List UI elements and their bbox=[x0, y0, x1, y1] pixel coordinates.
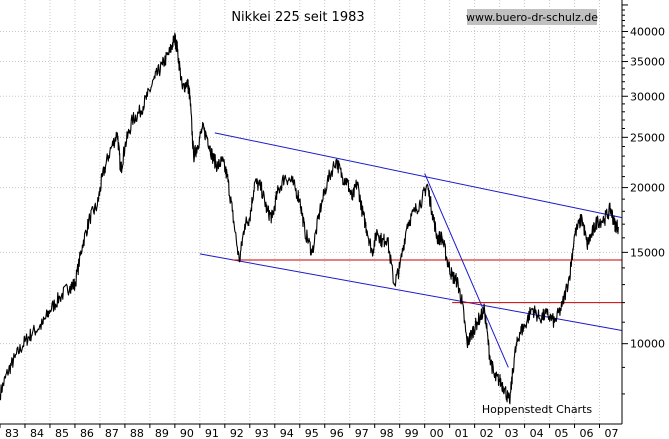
trend-line-channel-lower bbox=[199, 253, 623, 332]
y-tick-label-20000: 20000 bbox=[630, 182, 665, 195]
x-tick-label-86: 86 bbox=[80, 427, 94, 439]
x-tick-label-92: 92 bbox=[230, 427, 244, 439]
y-tick-label-25000: 25000 bbox=[630, 131, 665, 144]
x-tick-label-83: 83 bbox=[5, 427, 19, 439]
x-tick-label-96: 96 bbox=[330, 427, 344, 439]
x-tick-label-03: 03 bbox=[505, 427, 519, 439]
x-tick-label-90: 90 bbox=[180, 427, 194, 439]
x-tick-label-88: 88 bbox=[130, 427, 144, 439]
x-tick-label-07: 07 bbox=[605, 427, 619, 439]
price-layer bbox=[0, 32, 619, 405]
x-tick-label-04: 04 bbox=[530, 427, 544, 439]
y-tick-label-10000: 10000 bbox=[630, 338, 665, 351]
x-tick-label-06: 06 bbox=[580, 427, 594, 439]
x-tick-label-85: 85 bbox=[55, 427, 69, 439]
trend-line-decline-2000-2003 bbox=[424, 173, 509, 368]
x-tick-label-97: 97 bbox=[355, 427, 369, 439]
y-tick-label-40000: 40000 bbox=[630, 25, 665, 38]
x-tick-label-93: 93 bbox=[255, 427, 269, 439]
x-tick-label-02: 02 bbox=[480, 427, 494, 439]
x-tick-label-00: 00 bbox=[430, 427, 444, 439]
source-badge: www.buero-dr-schulz.de bbox=[466, 11, 598, 24]
price-series-line bbox=[0, 32, 619, 405]
source-badge-bg bbox=[467, 9, 597, 25]
x-tick-label-98: 98 bbox=[380, 427, 394, 439]
chart-credit: Hoppenstedt Charts bbox=[482, 403, 593, 416]
x-tick-label-89: 89 bbox=[155, 427, 169, 439]
x-tick-label-01: 01 bbox=[455, 427, 469, 439]
x-tick-label-95: 95 bbox=[305, 427, 319, 439]
x-tick-label-91: 91 bbox=[205, 427, 219, 439]
y-tick-label-30000: 30000 bbox=[630, 90, 665, 103]
label-layer: Nikkei 225 seit 1983 www.buero-dr-schulz… bbox=[231, 9, 598, 416]
trend-line-channel-upper bbox=[214, 132, 623, 219]
y-tick-label-35000: 35000 bbox=[630, 56, 665, 69]
x-tick-label-84: 84 bbox=[30, 427, 44, 439]
x-tick-label-05: 05 bbox=[555, 427, 569, 439]
trend-line-layer bbox=[199, 132, 623, 368]
x-tick-label-99: 99 bbox=[405, 427, 419, 439]
chart-title: Nikkei 225 seit 1983 bbox=[231, 10, 364, 25]
x-tick-label-94: 94 bbox=[280, 427, 294, 439]
y-tick-label-15000: 15000 bbox=[630, 246, 665, 259]
x-tick-label-87: 87 bbox=[105, 427, 119, 439]
